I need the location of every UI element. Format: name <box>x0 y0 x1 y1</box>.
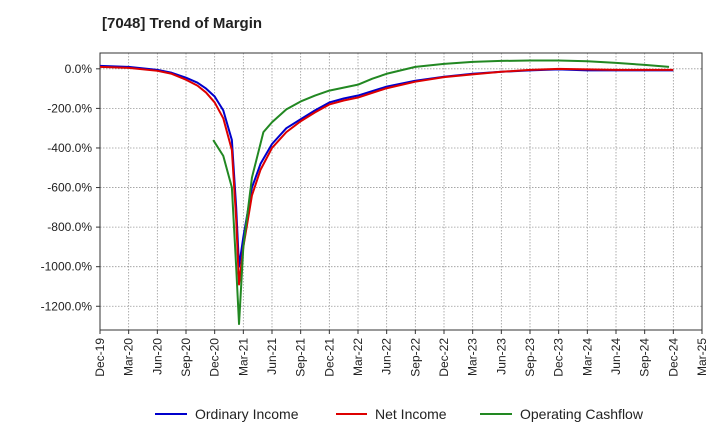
x-tick-label: Dec-24 <box>666 338 680 377</box>
x-tick-label: Jun-20 <box>150 338 164 375</box>
x-tick-label: Dec-22 <box>437 338 451 377</box>
x-tick-label: Mar-24 <box>580 338 594 376</box>
x-tick-label: Dec-20 <box>208 338 222 377</box>
y-tick-label: 0.0% <box>65 62 93 76</box>
axis-layer: 0.0% -200.0% -400.0% -600.0% -800.0% -1000.0%… <box>41 52 709 377</box>
y-tick-label: -200.0% <box>47 101 92 115</box>
x-tick-label: Sep-22 <box>408 338 422 377</box>
plot-frame <box>99 52 703 331</box>
legend-label-net-income: Net Income <box>375 406 447 422</box>
x-tick-label: Dec-23 <box>552 338 566 377</box>
series-layer <box>99 59 674 326</box>
x-tick-label: Jun-22 <box>380 338 394 375</box>
x-tick-label: Mar-21 <box>236 338 250 376</box>
x-tick-label: Jun-23 <box>494 338 508 375</box>
legend-label-ordinary-income: Ordinary Income <box>195 406 299 422</box>
x-tick-label: Sep-21 <box>294 338 308 377</box>
legend: Ordinary Income Net Income Operating Cashf… <box>155 406 644 422</box>
y-tick-label: -1200.0% <box>41 299 93 313</box>
x-tick-label: Mar-22 <box>351 338 365 376</box>
series-line-operating-cashflow <box>212 59 670 326</box>
x-tick-label: Sep-23 <box>523 338 537 377</box>
x-tick-label: Sep-20 <box>179 338 193 377</box>
x-tick-label: Dec-19 <box>93 338 107 377</box>
x-tick-label: Dec-21 <box>322 338 336 377</box>
x-tick-label: Mar-20 <box>122 338 136 376</box>
y-tick-label: -1000.0% <box>41 260 93 274</box>
legend-label-operating-cashflow: Operating Cashflow <box>520 406 644 422</box>
x-tick-label: Jun-21 <box>265 338 279 375</box>
x-tick-label: Sep-24 <box>638 338 652 377</box>
x-tick-label: Mar-25 <box>695 338 709 376</box>
y-tick-label: -600.0% <box>47 181 92 195</box>
y-tick-label: -400.0% <box>47 141 92 155</box>
y-tick-label: -800.0% <box>47 220 92 234</box>
chart-title: [7048] Trend of Margin <box>102 15 263 32</box>
x-tick-label: Jun-24 <box>609 338 623 375</box>
series-line-net-income <box>99 65 674 286</box>
x-tick-label: Mar-23 <box>466 338 480 376</box>
grid-layer <box>99 53 703 330</box>
plot-area <box>100 53 702 330</box>
